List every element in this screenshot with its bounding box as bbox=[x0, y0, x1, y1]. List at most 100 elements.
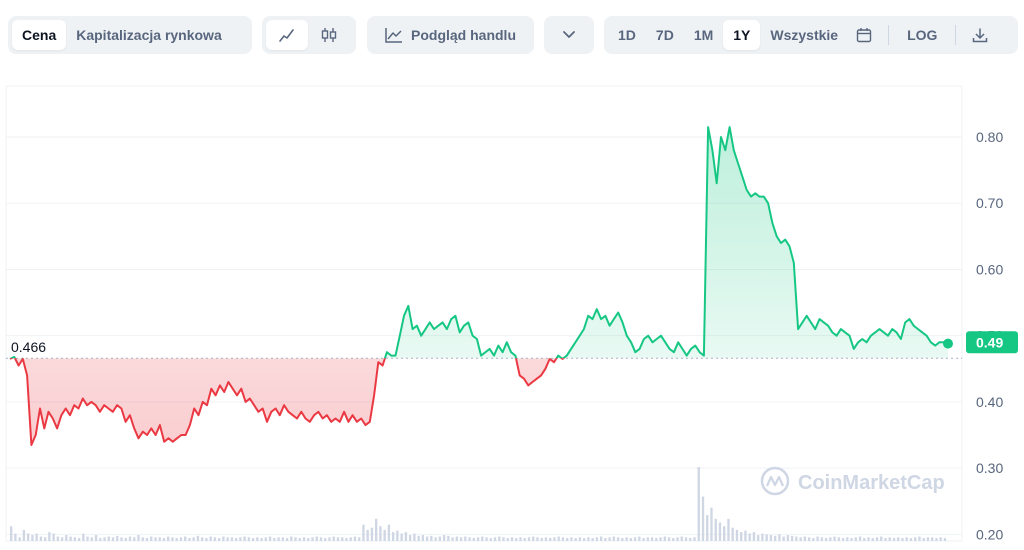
volume-bar bbox=[39, 536, 43, 541]
volume-bar bbox=[285, 538, 289, 541]
volume-bar bbox=[277, 537, 280, 541]
volume-bar bbox=[820, 537, 824, 541]
volume-bar bbox=[86, 536, 89, 541]
log-scale-button[interactable]: LOG bbox=[907, 27, 938, 43]
range-1m[interactable]: 1M bbox=[693, 27, 714, 43]
volume-bar bbox=[536, 537, 539, 541]
volume-bar bbox=[807, 537, 811, 541]
volume-bar bbox=[833, 536, 836, 541]
volume-bar bbox=[922, 538, 925, 541]
volume-bar bbox=[103, 537, 106, 541]
volume-bar bbox=[370, 527, 374, 541]
volume-bar bbox=[931, 537, 934, 541]
volume-bar bbox=[595, 537, 599, 541]
volume-bar bbox=[795, 536, 798, 541]
candlestick-icon bbox=[321, 28, 337, 42]
volume-bar bbox=[476, 537, 480, 541]
tab-price[interactable]: Cena bbox=[12, 20, 67, 50]
range-1d[interactable]: 1D bbox=[618, 27, 636, 43]
download-icon bbox=[973, 28, 988, 43]
volume-bar bbox=[319, 537, 323, 541]
volume-bar bbox=[667, 537, 671, 541]
volume-bar bbox=[94, 535, 98, 541]
range-7d[interactable]: 7D bbox=[655, 27, 674, 43]
price-line-below bbox=[9, 358, 566, 446]
volume-bar bbox=[307, 538, 310, 541]
volume-bar bbox=[90, 537, 93, 541]
volume-bar bbox=[803, 536, 807, 541]
y-tick-label: 0.20 bbox=[976, 526, 1003, 542]
volume-bar bbox=[689, 538, 692, 541]
volume-bar bbox=[757, 535, 760, 541]
volume-bar bbox=[434, 537, 437, 541]
volume-bar bbox=[858, 536, 862, 541]
volume-bar bbox=[693, 537, 696, 541]
volume-bar bbox=[684, 537, 688, 541]
volume-bar bbox=[748, 533, 751, 541]
download-button[interactable] bbox=[964, 20, 996, 50]
volume-bar bbox=[786, 535, 790, 541]
volume-bar bbox=[328, 537, 331, 541]
volume-bar bbox=[561, 537, 565, 541]
volume-bar bbox=[379, 526, 382, 541]
more-dropdown[interactable] bbox=[544, 16, 594, 54]
calendar-button[interactable] bbox=[848, 20, 880, 50]
range-1y[interactable]: 1Y bbox=[723, 20, 761, 50]
volume-bar bbox=[790, 535, 794, 541]
volume-bar bbox=[676, 537, 679, 541]
volume-bar bbox=[442, 535, 446, 541]
volume-bar bbox=[472, 538, 475, 541]
volume-bar bbox=[901, 538, 904, 541]
volume-bar bbox=[498, 536, 501, 541]
y-tick-label: 0.40 bbox=[976, 394, 1003, 410]
trading-view-icon bbox=[385, 28, 402, 43]
chevron-down-icon bbox=[563, 31, 575, 38]
volume-bar bbox=[812, 538, 815, 541]
volume-bar bbox=[332, 536, 335, 541]
volume-bar bbox=[897, 537, 900, 541]
volume-bar bbox=[710, 507, 713, 541]
volume-bar bbox=[137, 535, 140, 541]
volume-bar bbox=[154, 537, 157, 541]
volume-bar bbox=[404, 532, 408, 541]
candlestick-button[interactable] bbox=[308, 20, 350, 50]
volume-bar bbox=[302, 537, 306, 541]
price-chart-svg: CoinMarketCap 0.200.300.400.500.600.700.… bbox=[5, 85, 1018, 542]
volume-bar bbox=[273, 538, 276, 541]
volume-bar bbox=[268, 536, 272, 541]
volume-bar bbox=[884, 538, 887, 541]
toolbar-divider bbox=[955, 25, 957, 45]
volume-bar bbox=[493, 537, 497, 541]
volume-bar bbox=[383, 529, 386, 541]
current-price-badge bbox=[966, 331, 1018, 354]
volume-bar bbox=[523, 538, 526, 541]
trading-view-button[interactable]: Podgląd handlu bbox=[367, 16, 534, 54]
volume-bar bbox=[124, 538, 127, 541]
range-all[interactable]: Wszystkie bbox=[770, 27, 839, 43]
volume-bar bbox=[294, 537, 297, 541]
volume-bar bbox=[633, 537, 637, 541]
line-chart-button[interactable] bbox=[266, 20, 308, 50]
volume-bar bbox=[375, 518, 378, 541]
volume-bar bbox=[642, 538, 645, 541]
y-tick-label: 0.70 bbox=[976, 195, 1003, 211]
volume-bar bbox=[506, 538, 509, 541]
volume-bar bbox=[430, 535, 433, 541]
volume-bar bbox=[582, 538, 586, 541]
area-fill-below bbox=[10, 358, 564, 445]
volume-bar bbox=[234, 538, 238, 541]
volume-bar bbox=[816, 536, 819, 541]
volume-bar bbox=[587, 537, 590, 541]
area-fill-above bbox=[10, 127, 948, 359]
volume-bar bbox=[655, 538, 658, 541]
volume-bar bbox=[740, 532, 743, 541]
volume-bar bbox=[43, 537, 47, 541]
volume-bar bbox=[680, 536, 683, 541]
volume-bar bbox=[880, 536, 883, 541]
volume-bar bbox=[260, 538, 263, 541]
volume-bar bbox=[625, 537, 628, 541]
tab-market-cap[interactable]: Kapitalizacja rynkowa bbox=[76, 27, 222, 43]
volume-bar bbox=[222, 536, 225, 541]
volume-bar bbox=[341, 537, 344, 541]
price-chart[interactable]: CoinMarketCap 0.200.300.400.500.600.700.… bbox=[0, 84, 1024, 545]
